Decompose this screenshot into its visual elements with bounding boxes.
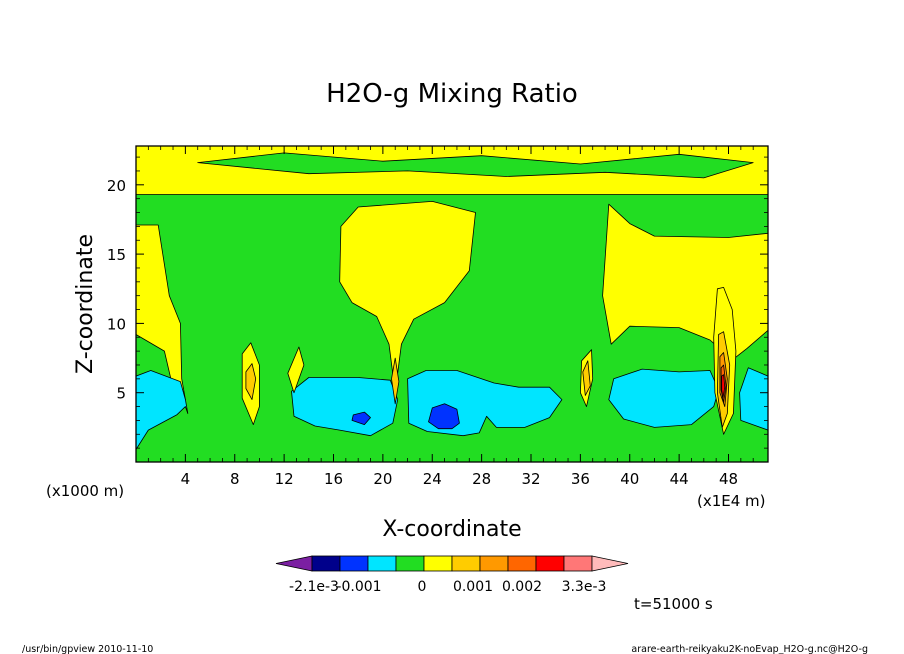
x-unit-left: (x1000 m) bbox=[46, 482, 124, 500]
x-tick-labels: 4 8 12 16 20 24 28 32 36 40 44 48 bbox=[181, 470, 738, 488]
contour-region-yellow bbox=[287, 346, 305, 394]
colorbar-swatch bbox=[563, 555, 593, 572]
y-tick-label: 20 bbox=[107, 177, 126, 195]
x-tick-label: 4 bbox=[181, 470, 191, 488]
contour-region-yellow2 bbox=[582, 360, 591, 396]
x-tick-label: 40 bbox=[620, 470, 639, 488]
colorbar-swatch bbox=[451, 555, 481, 572]
colorbar-label: 0.001 bbox=[453, 579, 493, 595]
contour-region-blue bbox=[351, 411, 371, 426]
y-tick-label: 10 bbox=[107, 315, 126, 333]
colorbar-swatch bbox=[339, 555, 369, 572]
contour-fill-layer bbox=[136, 146, 768, 462]
colorbar-swatch bbox=[367, 555, 397, 572]
contour-region-red bbox=[721, 374, 726, 399]
footer-right: arare-earth-reikyaku2K-noEvap_H2O-g.nc@H… bbox=[631, 644, 868, 654]
contour-region-yellow2 bbox=[391, 357, 400, 405]
colorbar-label: -0.001 bbox=[336, 579, 381, 595]
y-axis-label: Z-coordinate bbox=[73, 234, 98, 374]
axis-ticks bbox=[136, 146, 768, 462]
x-tick-label: 32 bbox=[521, 470, 540, 488]
chart-title: H2O-g Mixing Ratio bbox=[326, 79, 578, 109]
x-tick-label: 20 bbox=[373, 470, 392, 488]
y-tick-label: 15 bbox=[107, 246, 126, 264]
plot-frame bbox=[135, 145, 769, 463]
contour-region-green bbox=[197, 152, 754, 179]
contour-region-blue bbox=[428, 403, 460, 430]
x-tick-label: 24 bbox=[423, 470, 442, 488]
contour-region-cyan bbox=[739, 367, 768, 431]
contour-region-cyan bbox=[291, 377, 399, 437]
x-tick-label: 16 bbox=[324, 470, 343, 488]
colorbar-arrow-high bbox=[591, 555, 629, 572]
x-unit-right: (x1E4 m) bbox=[697, 492, 766, 510]
colorbar-swatch bbox=[311, 555, 341, 572]
colorbar-swatch bbox=[423, 555, 453, 572]
contour-region-yellow bbox=[136, 224, 186, 405]
y-tick-labels: 5 10 15 20 bbox=[107, 177, 126, 403]
colorbar-label: 3.3e-3 bbox=[562, 579, 607, 595]
x-tick-label: 36 bbox=[571, 470, 590, 488]
colorbar-label: 0.002 bbox=[502, 579, 542, 595]
colorbar-arrow-low bbox=[275, 555, 313, 572]
colorbar-swatch bbox=[535, 555, 565, 572]
x-tick-label: 12 bbox=[275, 470, 294, 488]
y-tick-label: 5 bbox=[116, 385, 126, 403]
x-tick-label: 28 bbox=[472, 470, 491, 488]
x-tick-label: 48 bbox=[719, 470, 738, 488]
colorbar-labels: -2.1e-3-0.001 0 0.001 0.002 3.3e-3 bbox=[289, 579, 606, 595]
x-tick-label: 8 bbox=[230, 470, 240, 488]
colorbar-label: -2.1e-3 bbox=[289, 579, 339, 595]
contour-region-yellow bbox=[339, 200, 476, 394]
colorbar-swatch bbox=[479, 555, 509, 572]
x-tick-label: 44 bbox=[670, 470, 689, 488]
contour-region-cyan bbox=[136, 370, 189, 450]
time-label: t=51000 s bbox=[634, 595, 713, 613]
x-axis-label: X-coordinate bbox=[382, 517, 521, 542]
colorbar-label: 0 bbox=[418, 579, 427, 595]
colorbar bbox=[275, 555, 629, 572]
colorbar-swatch bbox=[507, 555, 537, 572]
footer-left: /usr/bin/gpview 2010-11-10 bbox=[22, 644, 153, 654]
colorbar-swatch bbox=[395, 555, 425, 572]
contour-region-yellow2 bbox=[245, 363, 257, 401]
